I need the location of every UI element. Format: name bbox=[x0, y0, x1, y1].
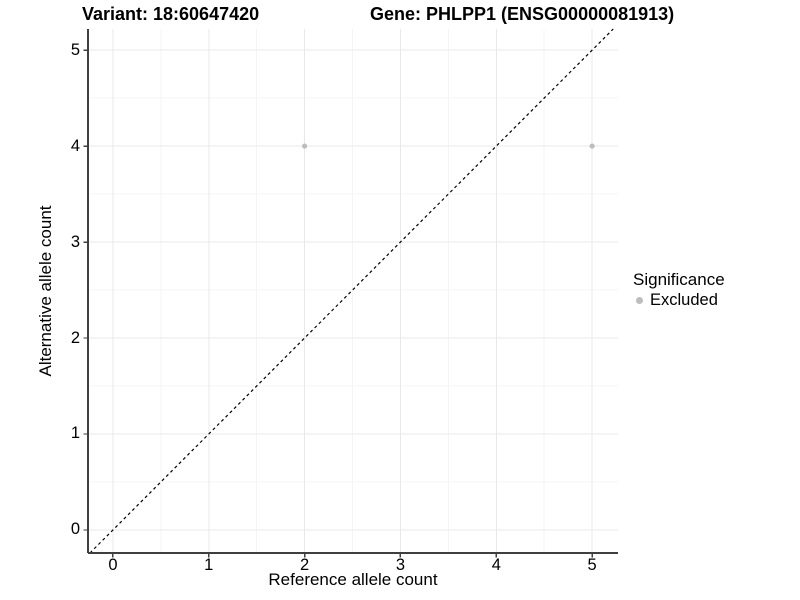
y-axis-tick-labels: 0 1 2 3 4 5 bbox=[0, 29, 80, 553]
y-tick-label: 5 bbox=[70, 40, 80, 59]
y-tick-label: 1 bbox=[70, 424, 80, 443]
x-tick-label: 1 bbox=[204, 556, 214, 574]
plot-title-variant: Variant: 18:60647420 bbox=[82, 4, 260, 24]
plot-panel bbox=[83, 28, 618, 558]
y-tick-label: 4 bbox=[70, 136, 80, 155]
plot-title-gene: Gene: PHLPP1 (ENSG00000081913) bbox=[370, 4, 675, 24]
x-tick-label: 3 bbox=[395, 556, 406, 574]
y-tick-label: 0 bbox=[70, 520, 80, 539]
legend-significance: Significance Excluded bbox=[633, 270, 725, 310]
x-axis-tick-labels: 0 1 2 3 4 5 bbox=[88, 556, 618, 576]
legend-entry-label: Excluded bbox=[650, 291, 718, 309]
y-tick-label: 3 bbox=[70, 232, 80, 251]
y-tick-label: 2 bbox=[70, 328, 80, 347]
plot-canvas bbox=[83, 28, 618, 558]
x-axis-title: Reference allele count bbox=[268, 570, 438, 589]
data-point bbox=[589, 143, 595, 149]
legend-title: Significance bbox=[633, 270, 725, 289]
legend-point-icon bbox=[636, 297, 643, 304]
x-tick-label: 5 bbox=[587, 556, 597, 574]
x-tick-label: 4 bbox=[491, 556, 501, 574]
legend-entry-excluded: Excluded bbox=[636, 291, 725, 310]
x-tick-label: 0 bbox=[108, 556, 118, 574]
identity-dashed-line bbox=[89, 28, 614, 554]
x-tick-label: 2 bbox=[300, 556, 310, 574]
data-point bbox=[302, 143, 308, 149]
